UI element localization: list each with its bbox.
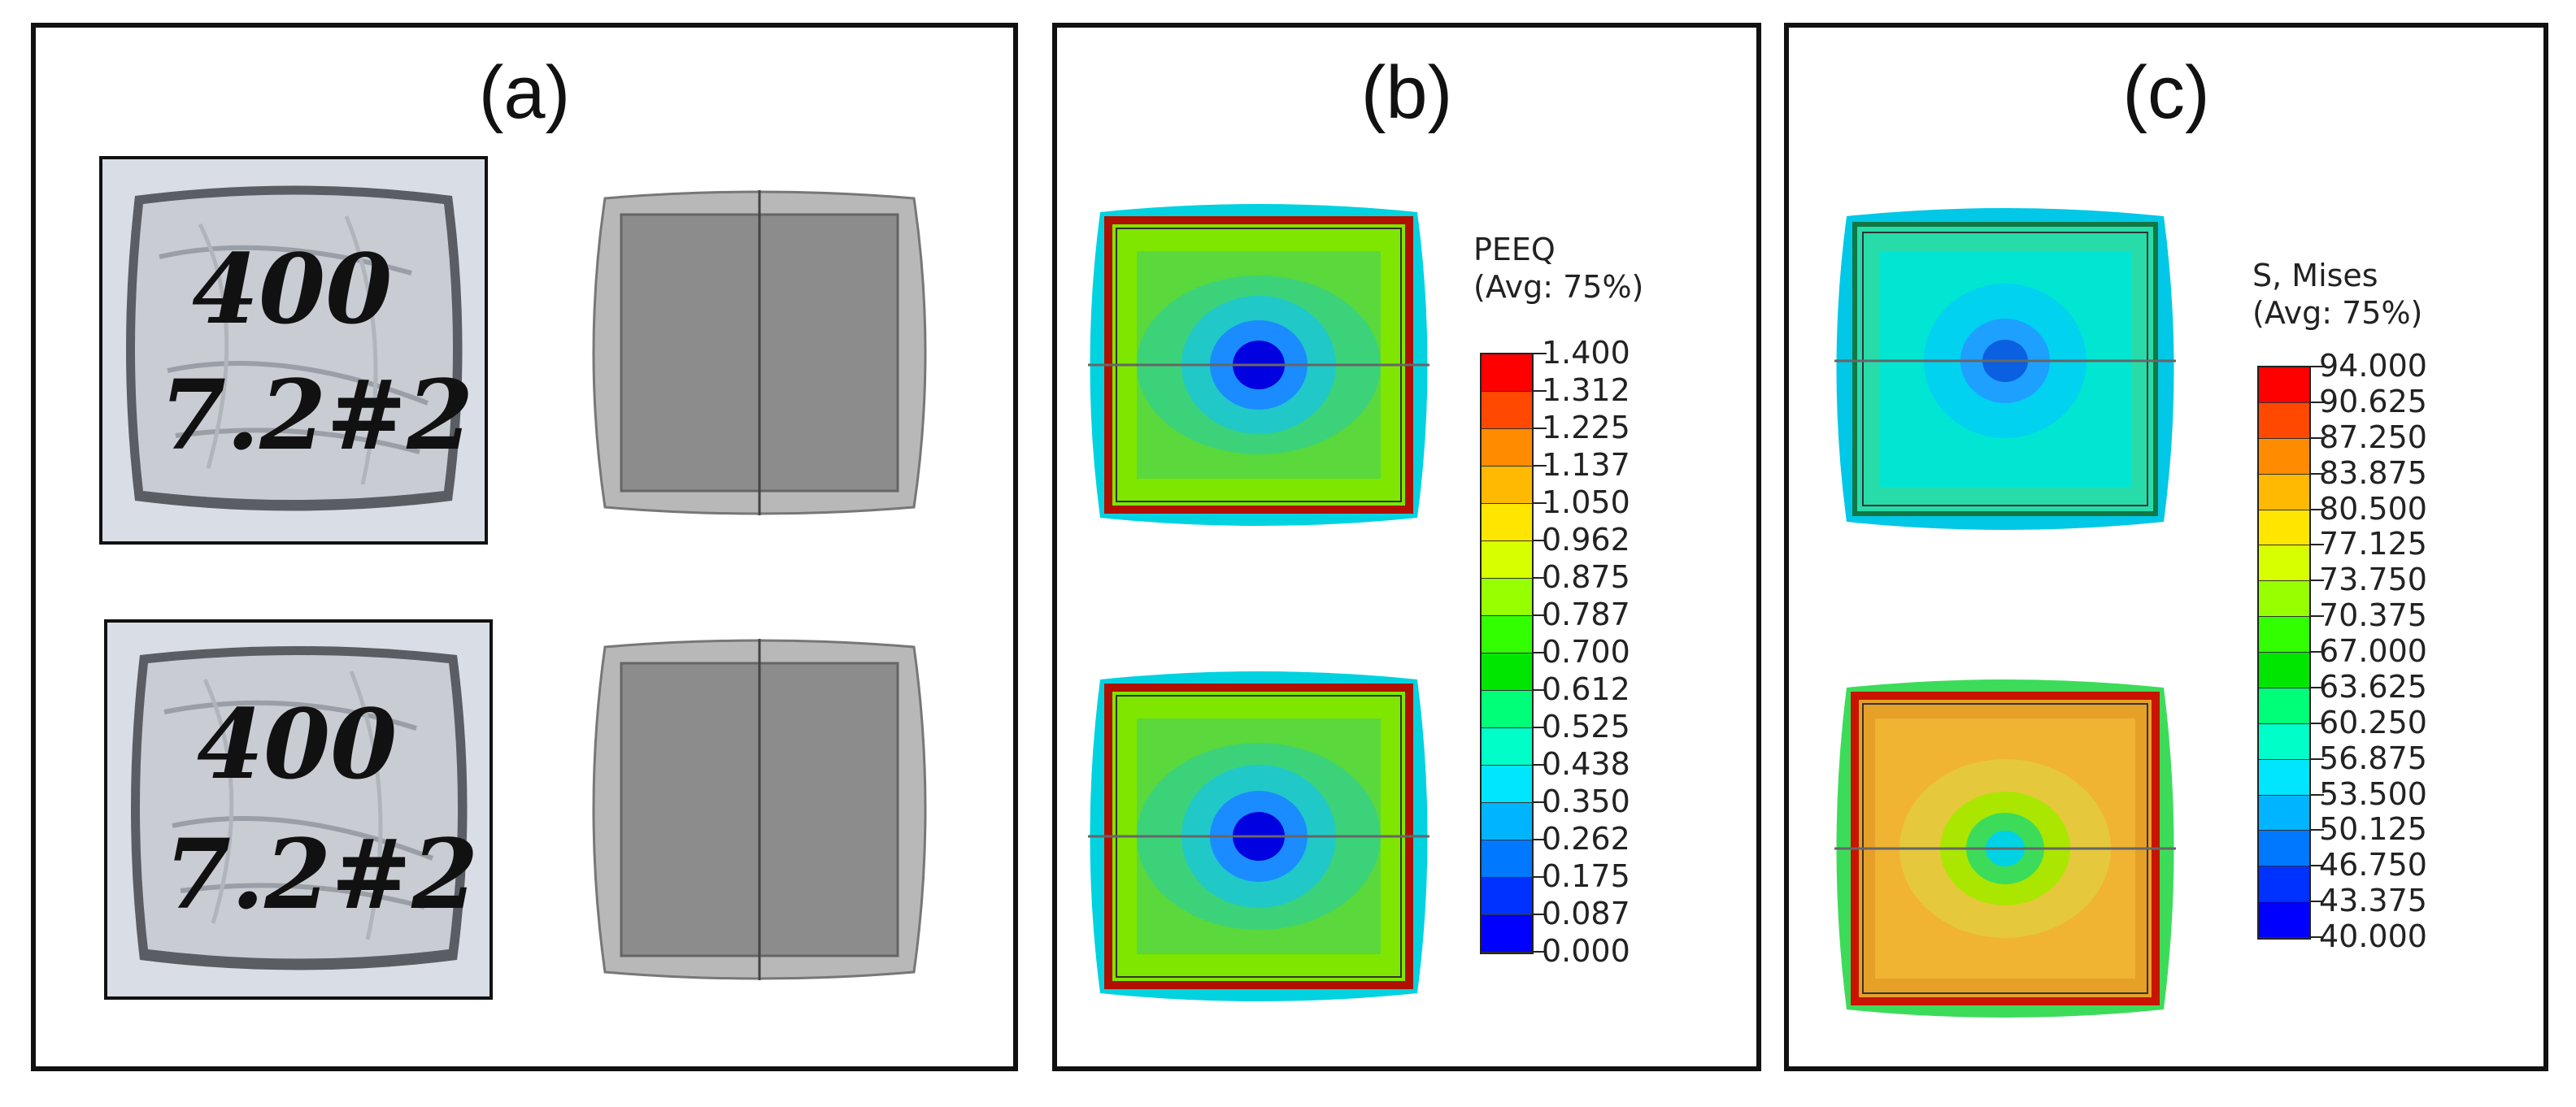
mises-tick-label: 50.125 — [2311, 811, 2427, 848]
mises-color-cell — [2259, 795, 2309, 831]
panel-b: (b) PEEQ (Avg: 75%) — [1052, 23, 1761, 1071]
peeq-tick-label: 0.612 — [1534, 671, 1630, 707]
peeq-color-cell — [1482, 579, 1532, 616]
peeq-color-cell — [1482, 653, 1532, 691]
peeq-tick-label: 0.787 — [1534, 597, 1630, 632]
mises-tick-label: 53.500 — [2311, 775, 2427, 812]
mises-color-cell — [2259, 902, 2309, 938]
mises-tick-label: 94.000 — [2311, 348, 2427, 384]
peeq-tick-label: 1.137 — [1534, 447, 1630, 483]
mises-tick-label: 56.875 — [2311, 740, 2427, 776]
peeq-color-cell — [1482, 840, 1532, 878]
specimen-photo-bottom-image — [107, 623, 490, 996]
mises-tick-label: 70.375 — [2311, 597, 2427, 634]
peeq-color-scale — [1480, 353, 1534, 954]
mises-color-cell — [2259, 866, 2309, 903]
peeq-color-cell — [1482, 429, 1532, 467]
mises-color-cell — [2259, 402, 2309, 439]
peeq-color-cell — [1482, 392, 1532, 429]
panel-label-b: (b) — [1360, 51, 1453, 134]
panel-c: (c) S, Mises (Avg: 75%) — [1784, 23, 2548, 1071]
peeq-legend-title-line1: PEEQ — [1473, 232, 1556, 267]
specimen-top-marking-line2: 7.2#2 — [159, 358, 474, 471]
peeq-tick-label: 0.438 — [1534, 746, 1630, 782]
mises-color-cell — [2259, 688, 2309, 724]
peeq-tick-label: 0.875 — [1534, 559, 1630, 595]
mises-color-scale — [2257, 366, 2311, 940]
peeq-color-cell — [1482, 467, 1532, 504]
mises-color-cell — [2259, 474, 2309, 510]
specimen-top-marking-line1: 400 — [192, 232, 393, 345]
specimen-bottom-marking-line2: 7.2#2 — [164, 818, 479, 931]
mises-color-cell — [2259, 617, 2309, 653]
peeq-tick-label: 1.400 — [1534, 335, 1630, 371]
peeq-color-cell — [1482, 878, 1532, 915]
peeq-color-cell — [1482, 915, 1532, 953]
peeq-tick-label: 0.175 — [1534, 858, 1630, 894]
mises-color-cell — [2259, 510, 2309, 546]
panel-label-c: (c) — [2122, 51, 2210, 134]
specimen-photo-top: 400 7.2#2 — [99, 156, 488, 545]
mises-color-cell — [2259, 581, 2309, 618]
peeq-color-cell — [1482, 504, 1532, 541]
mises-contour-top — [1834, 206, 2176, 532]
specimen-photo-top-image — [102, 159, 485, 541]
mises-tick-label: 83.875 — [2311, 454, 2427, 491]
peeq-tick-label: 0.525 — [1534, 709, 1630, 745]
peeq-color-cell — [1482, 728, 1532, 766]
mises-tick-label: 43.375 — [2311, 883, 2427, 919]
mises-color-cell — [2259, 367, 2309, 403]
mises-tick-label: 77.125 — [2311, 526, 2427, 562]
mises-tick-label: 60.250 — [2311, 704, 2427, 740]
mises-legend-title-line1: S, Mises — [2252, 258, 2378, 293]
mises-color-cell — [2259, 759, 2309, 796]
peeq-tick-label: 0.962 — [1534, 522, 1630, 558]
mises-color-cell — [2259, 653, 2309, 688]
peeq-color-cell — [1482, 766, 1532, 803]
peeq-tick-label: 1.225 — [1534, 410, 1630, 445]
mises-tick-label: 87.250 — [2311, 419, 2427, 455]
panel-label-a: (a) — [478, 51, 571, 134]
mises-tick-label: 40.000 — [2311, 918, 2427, 954]
specimen-photo-bottom: 400 7.2#2 — [104, 619, 493, 1000]
peeq-tick-label: 0.000 — [1534, 933, 1630, 969]
mises-tick-label: 90.625 — [2311, 383, 2427, 419]
mises-contour-bottom — [1834, 678, 2176, 1019]
fe-model-top — [589, 190, 930, 515]
mises-color-cell — [2259, 438, 2309, 475]
specimen-bottom-marking-line1: 400 — [197, 688, 398, 801]
mises-tick-label: 63.625 — [2311, 668, 2427, 705]
mises-tick-label: 46.750 — [2311, 847, 2427, 883]
peeq-color-cell — [1482, 691, 1532, 728]
peeq-tick-label: 0.350 — [1534, 784, 1630, 819]
peeq-color-cell — [1482, 616, 1532, 653]
peeq-tick-label: 1.050 — [1534, 484, 1630, 520]
mises-color-cell — [2259, 545, 2309, 582]
mises-tick-label: 80.500 — [2311, 490, 2427, 527]
peeq-color-cell — [1482, 803, 1532, 840]
peeq-tick-label: 0.700 — [1534, 634, 1630, 670]
mises-color-cell — [2259, 723, 2309, 760]
mises-tick-label: 67.000 — [2311, 633, 2427, 669]
peeq-tick-label: 1.312 — [1534, 372, 1630, 408]
peeq-tick-label: 0.087 — [1534, 896, 1630, 931]
peeq-color-cell — [1482, 541, 1532, 579]
peeq-contour-bottom — [1088, 670, 1429, 1003]
peeq-contour-top — [1088, 202, 1429, 527]
mises-tick-label: 73.750 — [2311, 562, 2427, 598]
mises-color-cell — [2259, 831, 2309, 867]
fe-model-bottom — [589, 639, 930, 980]
peeq-tick-label: 0.262 — [1534, 821, 1630, 857]
mises-legend-title-line2: (Avg: 75%) — [2252, 295, 2423, 331]
panel-a: (a) 400 7.2#2 400 7.2#2 — [31, 23, 1018, 1071]
peeq-color-cell — [1482, 354, 1532, 392]
peeq-legend-title-line2: (Avg: 75%) — [1473, 269, 1644, 305]
